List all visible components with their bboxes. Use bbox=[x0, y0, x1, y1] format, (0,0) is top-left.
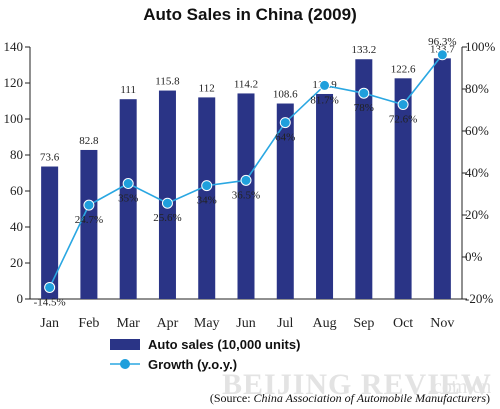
bar-value-label: 111 bbox=[120, 84, 136, 96]
source-name: China Association of Automobile Manufact… bbox=[254, 391, 487, 405]
left-tick-label: 60 bbox=[10, 183, 23, 198]
bar bbox=[394, 78, 412, 299]
bar-value-label: 82.8 bbox=[79, 135, 99, 147]
source-prefix: (Source: bbox=[210, 391, 254, 405]
source-suffix: ) bbox=[486, 391, 490, 405]
growth-value-label: 96.3% bbox=[428, 36, 456, 48]
bar bbox=[276, 103, 294, 300]
legend-bar-swatch bbox=[110, 339, 140, 350]
growth-point bbox=[436, 49, 448, 61]
right-tick-label: 80% bbox=[465, 81, 489, 96]
left-tick-label: 120 bbox=[4, 75, 24, 90]
x-tick-label: Aug bbox=[312, 316, 336, 331]
left-tick-label: 100 bbox=[4, 111, 24, 126]
bar-value-label: 73.6 bbox=[40, 152, 60, 164]
growth-point bbox=[201, 180, 213, 192]
right-tick-label: 40% bbox=[465, 165, 489, 180]
growth-value-label: 35% bbox=[118, 193, 138, 205]
bar-value-label: 108.6 bbox=[273, 89, 298, 101]
watermark-suffix: .com.cn bbox=[428, 376, 491, 398]
x-tick-label: Jun bbox=[236, 316, 255, 331]
left-tick-label: 140 bbox=[4, 39, 24, 54]
bar bbox=[237, 93, 255, 299]
growth-value-label: 25.6% bbox=[153, 212, 181, 224]
bar-value-label: 115.8 bbox=[155, 76, 180, 88]
bar-value-label: 122.6 bbox=[391, 63, 416, 75]
bar-value-label: 112 bbox=[199, 82, 215, 94]
growth-point bbox=[358, 87, 370, 99]
x-tick-label: Feb bbox=[78, 316, 99, 331]
bar-series bbox=[41, 58, 451, 300]
growth-point bbox=[279, 117, 291, 129]
growth-value-label: 81.7% bbox=[310, 94, 338, 106]
left-tick-label: 80 bbox=[10, 147, 23, 162]
growth-value-label: -14.5% bbox=[34, 296, 66, 308]
bar bbox=[198, 97, 216, 300]
growth-point bbox=[44, 281, 56, 293]
bar bbox=[316, 93, 334, 299]
growth-value-label: 72.6% bbox=[389, 114, 417, 126]
growth-point bbox=[397, 99, 409, 111]
x-tick-label: Oct bbox=[393, 316, 413, 331]
x-tick-label: Nov bbox=[430, 316, 454, 331]
x-tick-label: Jul bbox=[277, 316, 293, 331]
chart-title: Auto Sales in China (2009) bbox=[143, 5, 357, 24]
x-tick-label: Sep bbox=[353, 316, 374, 331]
right-tick-label: 20% bbox=[465, 207, 489, 222]
left-tick-label: 20 bbox=[10, 255, 23, 270]
growth-series bbox=[44, 49, 448, 293]
right-tick-label: 100% bbox=[465, 39, 496, 54]
growth-value-label: 34% bbox=[197, 195, 217, 207]
x-tick-label: Mar bbox=[117, 316, 141, 331]
legend: Auto sales (10,000 units) Growth (y.o.y.) bbox=[110, 337, 300, 372]
x-tick-label: Jan bbox=[40, 316, 59, 331]
growth-value-label: 24.7% bbox=[75, 214, 103, 226]
bar bbox=[41, 166, 59, 299]
axes: 0 20 40 60 80 100 120 140 -20% 0% 20% 40% 60% 80% 100%… bbox=[4, 39, 496, 331]
growth-point bbox=[319, 79, 331, 91]
left-tick-label: 0 bbox=[17, 291, 24, 306]
growth-point bbox=[122, 178, 134, 189]
legend-line-label: Growth (y.o.y.) bbox=[148, 357, 237, 372]
bar bbox=[433, 58, 451, 300]
legend-bar-label: Auto sales (10,000 units) bbox=[148, 337, 300, 352]
bar bbox=[80, 149, 98, 299]
growth-value-label: 64% bbox=[275, 132, 295, 144]
right-tick-label: 60% bbox=[465, 123, 489, 138]
bar bbox=[158, 90, 176, 299]
bar bbox=[119, 99, 137, 299]
growth-value-labels: -14.5% 24.7% 35% 25.6% 34% 36.5% 64% 81.7% 78% 72… bbox=[34, 36, 457, 309]
growth-point bbox=[240, 174, 252, 186]
growth-value-label: 78% bbox=[354, 102, 374, 114]
x-tick-label: Apr bbox=[157, 316, 179, 331]
growth-value-label: 36.5% bbox=[232, 189, 260, 201]
bar-value-label: 114.2 bbox=[234, 78, 258, 90]
left-tick-label: 40 bbox=[10, 219, 23, 234]
watermark: BEIJING REVIEW .com.cn bbox=[222, 368, 492, 401]
source-note: (Source: China Association of Automobile… bbox=[210, 391, 490, 405]
right-tick-label: 0% bbox=[465, 249, 483, 264]
legend-line-marker bbox=[120, 359, 130, 369]
bar bbox=[355, 59, 373, 299]
watermark-main: BEIJING REVIEW bbox=[222, 368, 492, 401]
growth-point bbox=[83, 199, 95, 211]
growth-point bbox=[161, 197, 173, 209]
bar-value-label: 133.2 bbox=[351, 44, 376, 56]
right-tick-label: -20% bbox=[465, 291, 493, 306]
x-tick-label: May bbox=[194, 316, 220, 331]
